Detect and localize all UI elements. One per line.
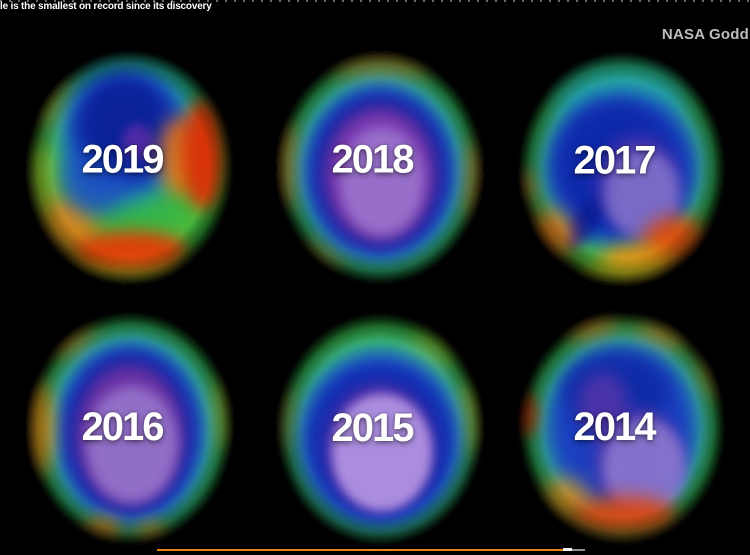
- progress-played[interactable]: [157, 549, 563, 551]
- ozone-color-spot: [71, 231, 189, 271]
- nasa-credit: NASA Godd: [661, 26, 749, 43]
- year-label: 2014: [573, 405, 657, 450]
- progress-playhead[interactable]: [563, 548, 572, 551]
- ozone-color-spot: [524, 211, 575, 263]
- ozone-globe-2019: 2019: [26, 51, 234, 285]
- antarctica-outline: [332, 393, 432, 511]
- year-label: 2017: [573, 138, 657, 183]
- ozone-globe-2014: 2014: [518, 311, 726, 545]
- year-label: 2019: [81, 137, 165, 182]
- ozone-color-spot: [518, 390, 537, 438]
- ozone-globe-2018: 2018: [276, 51, 484, 285]
- ozone-color-spot: [134, 521, 170, 545]
- ozone-color-spot: [80, 516, 122, 545]
- ozone-color-spot: [567, 495, 681, 538]
- antarctica-outline: [340, 128, 424, 236]
- ozone-color-spot: [82, 79, 166, 168]
- year-label: 2015: [331, 406, 415, 451]
- selection-marquee-top: [0, 0, 750, 2]
- ozone-globe-2015: 2015: [276, 312, 484, 546]
- ozone-globe-2016: 2016: [26, 311, 234, 545]
- progress-buffered: [572, 549, 585, 551]
- ozone-color-spot: [572, 262, 672, 286]
- ozone-color-spot: [518, 169, 539, 205]
- ozone-color-spot: [121, 123, 153, 161]
- video-caption: le is the smallest on record since its d…: [0, 1, 212, 12]
- antarctica-outline: [86, 385, 178, 503]
- year-label: 2018: [331, 137, 415, 182]
- ozone-globe-2017: 2017: [518, 52, 726, 286]
- ozone-color-spot: [182, 97, 226, 211]
- year-label: 2016: [81, 405, 165, 450]
- video-progress-bar[interactable]: [0, 548, 750, 552]
